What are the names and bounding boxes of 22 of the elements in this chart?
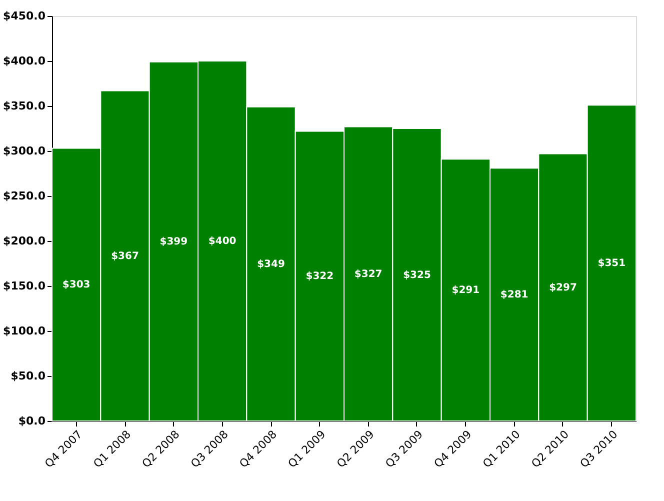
y-tick-label: $400.0 xyxy=(3,54,46,68)
y-tick-label: $250.0 xyxy=(3,190,46,202)
data-label: $325 xyxy=(403,270,431,281)
data-label: $291 xyxy=(452,285,480,296)
data-label: $351 xyxy=(598,258,626,270)
y-tick-label: $0.0 xyxy=(18,414,46,428)
y-tick-label: $200.0 xyxy=(3,234,46,248)
data-label: $303 xyxy=(62,280,90,291)
y-tick-label: $350.0 xyxy=(3,100,46,112)
data-label: $400 xyxy=(208,236,236,247)
y-tick-label: $450.0 xyxy=(3,10,46,22)
data-label: $367 xyxy=(111,250,139,262)
y-tick-label: $100.0 xyxy=(3,324,46,338)
data-label: $322 xyxy=(306,271,334,282)
data-label: $399 xyxy=(160,236,188,248)
data-label: $281 xyxy=(500,290,528,301)
y-tick-label: $150.0 xyxy=(3,280,46,292)
y-tick-label: $300.0 xyxy=(3,144,46,158)
data-label: $349 xyxy=(257,258,285,270)
y-tick-label: $50.0 xyxy=(10,370,46,382)
data-label: $297 xyxy=(549,282,577,294)
data-label: $327 xyxy=(354,268,382,280)
